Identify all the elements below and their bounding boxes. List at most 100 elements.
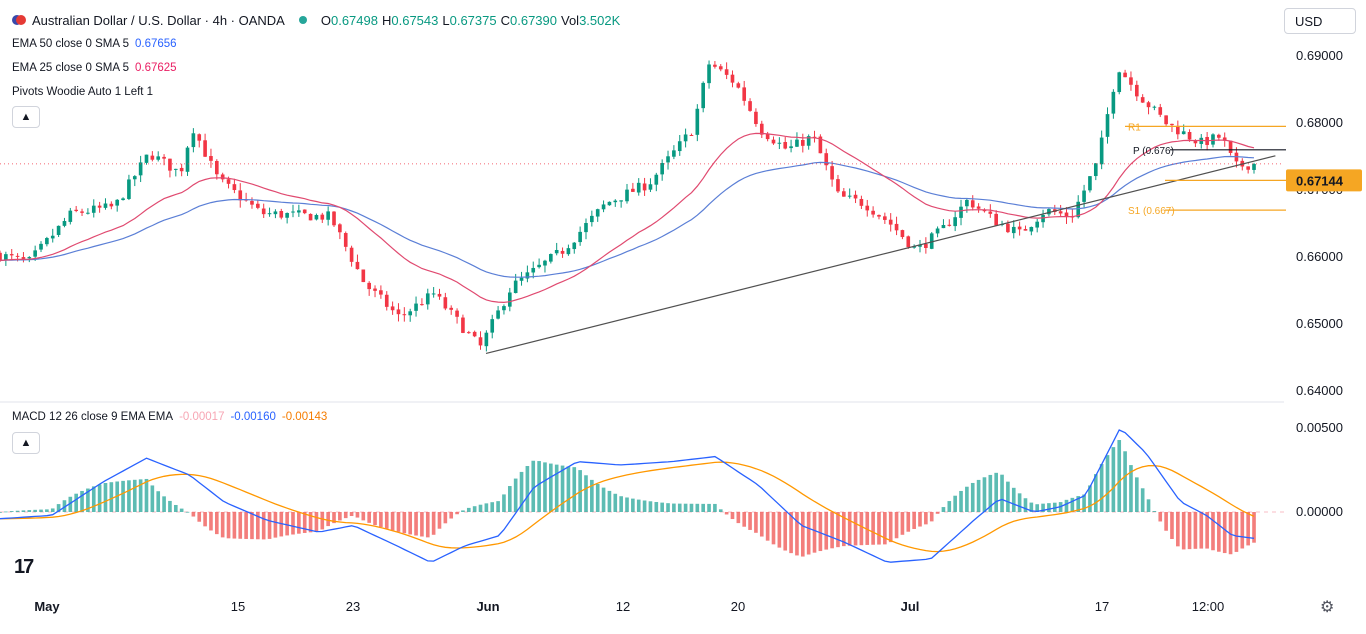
pivot-label: R1 <box>1128 122 1141 133</box>
macd-histogram-bar <box>320 512 325 530</box>
ema50-legend[interactable]: EMA 50 close 0 SMA 5 0.67656 <box>12 38 177 50</box>
macd-histogram-bar <box>367 512 371 523</box>
macd-histogram-bar <box>502 494 506 512</box>
candle-body <box>830 166 834 180</box>
macd-histogram-bar <box>906 512 911 532</box>
macd-histogram-bar <box>1164 512 1168 531</box>
macd-histogram-bar <box>302 512 307 533</box>
macd-histogram-bar <box>789 512 793 554</box>
candle-body <box>291 211 295 213</box>
candle-body <box>1222 137 1227 141</box>
candle-body <box>1193 140 1198 144</box>
macd-histogram-bar <box>683 503 688 512</box>
price-tick-label: 0.69000 <box>1296 48 1343 63</box>
macd-histogram-bar <box>1228 512 1233 555</box>
currency-selector[interactable]: USD <box>1284 8 1356 34</box>
macd-histogram-bar <box>513 478 518 512</box>
candle-body <box>156 156 161 160</box>
macd-histogram-bar <box>800 512 805 557</box>
pivots-legend[interactable]: Pivots Woodie Auto 1 Left 1 <box>12 86 153 98</box>
macd-histogram-bar <box>730 512 735 520</box>
candle-body <box>865 205 870 211</box>
ema25-value: 0.67625 <box>134 62 177 74</box>
macd-histogram-bar <box>707 503 711 512</box>
symbol-title[interactable]: Australian Dollar / U.S. Dollar · 4h · O… <box>32 12 285 28</box>
candle-body <box>1146 102 1151 108</box>
macd-histogram-bar <box>1158 512 1163 522</box>
macd-histogram-bar <box>15 510 20 512</box>
collapse-legend-button[interactable]: ▲ <box>12 106 40 128</box>
candle-body <box>349 247 354 262</box>
candle-body <box>103 203 108 208</box>
candle-body <box>795 139 799 147</box>
macd-histogram-bar <box>806 512 811 555</box>
ema25-legend[interactable]: EMA 25 close 0 SMA 5 0.67625 <box>12 62 177 74</box>
macd-histogram-bar <box>1240 512 1245 549</box>
macd-histogram-bar <box>1070 497 1075 512</box>
candle-body <box>121 198 125 201</box>
candle-body <box>267 213 272 215</box>
macd-histogram-bar <box>982 477 987 512</box>
macd-histogram-bar <box>250 512 254 540</box>
macd-histogram-bar <box>1246 512 1250 546</box>
macd-histogram-bar <box>1129 465 1133 512</box>
macd-histogram-bar <box>736 512 741 524</box>
macd-histogram-bar <box>888 512 893 543</box>
candle-body <box>1158 107 1163 115</box>
candle-body <box>912 246 916 248</box>
macd-histogram-bar <box>4 511 8 513</box>
candle-body <box>631 188 635 192</box>
candle-body <box>554 249 559 254</box>
macd-histogram-bar <box>1222 512 1227 554</box>
macd-histogram-bar <box>924 512 928 525</box>
macd-histogram-bar <box>132 479 137 512</box>
candle-body <box>941 224 946 229</box>
candle-body <box>953 217 957 227</box>
macd-histogram-bar <box>1047 503 1051 512</box>
candle-body <box>496 310 500 319</box>
macd-histogram-bar <box>631 498 635 512</box>
candle-body <box>718 66 723 70</box>
time-tick-label: 12 <box>616 599 630 614</box>
candle-body <box>607 201 612 206</box>
candle-body <box>578 231 582 243</box>
candle-body <box>203 140 207 157</box>
candle-body <box>765 133 770 140</box>
macd-histogram-bar <box>390 512 395 531</box>
time-tick-label: 20 <box>731 599 745 614</box>
candle-body <box>97 205 102 208</box>
macd-histogram-bar <box>455 512 459 515</box>
candle-body <box>672 150 676 157</box>
candle-body <box>238 190 243 201</box>
macd-histogram-bar <box>1088 485 1092 512</box>
macd-histogram-bar <box>461 510 465 512</box>
macd-histogram-bar <box>115 481 120 512</box>
candle-body <box>214 160 219 175</box>
macd-histogram-bar <box>244 512 248 539</box>
macd-histogram-bar <box>912 512 916 529</box>
macd-histogram-bar <box>267 512 272 539</box>
candle-body <box>689 134 694 136</box>
macd-histogram-bar <box>490 502 495 512</box>
macd-histogram-bar <box>648 501 653 512</box>
macd-histogram-bar <box>285 512 289 536</box>
macd-histogram-bar <box>162 496 166 512</box>
candle-body <box>695 108 700 135</box>
candle-body <box>33 250 37 257</box>
macd-label: MACD 12 26 close 9 EMA EMA <box>12 411 174 423</box>
candle-body <box>918 244 922 247</box>
gear-icon[interactable]: ⚙ <box>1320 599 1335 616</box>
candle-body <box>935 228 940 234</box>
pivots-label: Pivots Woodie Auto 1 Left 1 <box>12 86 154 98</box>
candle-body <box>847 195 852 197</box>
macd-histogram-bar <box>156 491 161 512</box>
macd-histogram-bar <box>666 503 670 512</box>
candle-body <box>859 198 864 206</box>
candle-body <box>1029 226 1034 232</box>
collapse-macd-button[interactable]: ▲ <box>12 432 40 454</box>
macd-legend[interactable]: MACD 12 26 close 9 EMA EMA -0.00017 -0.001… <box>12 411 327 423</box>
macd-histogram-bar <box>783 512 788 551</box>
candle-body <box>900 230 905 238</box>
macd-histogram-bar <box>185 511 190 513</box>
